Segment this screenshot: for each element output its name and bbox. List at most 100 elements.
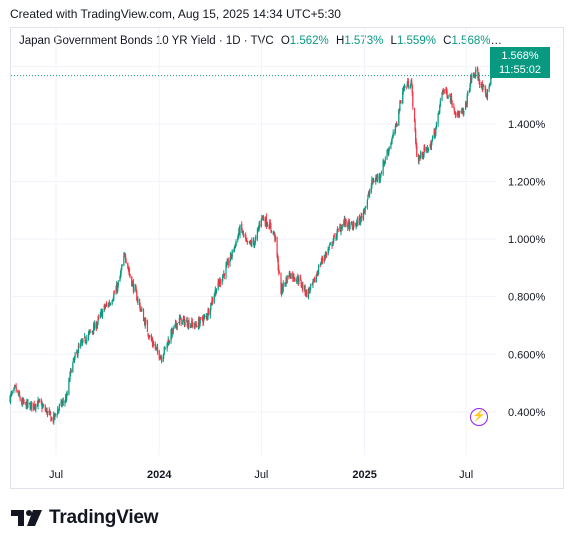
candle-body <box>251 240 253 246</box>
candle-body <box>99 314 101 318</box>
candle-body <box>274 233 276 240</box>
candle-body <box>269 221 271 225</box>
candle-body <box>190 325 192 328</box>
candle-body <box>13 386 16 388</box>
candle-body <box>257 227 260 229</box>
candle-body <box>211 298 214 302</box>
candle-body <box>105 304 107 307</box>
candle-body <box>482 85 485 87</box>
candle-body <box>100 311 103 313</box>
high-label: H <box>336 35 345 47</box>
candle-body <box>141 309 143 311</box>
candle-body <box>332 241 334 245</box>
candle-body <box>281 285 283 291</box>
candle-body <box>223 273 225 277</box>
candle-body <box>345 218 347 225</box>
candle-body <box>211 299 213 306</box>
candle-body <box>214 293 216 296</box>
candle-body <box>412 93 414 107</box>
candle-body <box>490 78 492 85</box>
candle-body <box>204 316 206 317</box>
candle-body <box>259 223 261 226</box>
candle-body <box>329 244 331 246</box>
candle-body <box>233 246 236 251</box>
candle-body <box>476 69 478 71</box>
candle-body <box>64 400 66 404</box>
candle-body <box>324 258 326 260</box>
candle-body <box>434 133 436 137</box>
open-label: O <box>280 35 290 47</box>
candle-body <box>302 284 304 290</box>
candle-body <box>131 282 133 287</box>
candle-body <box>427 147 430 151</box>
candle-body <box>472 73 475 75</box>
candle-body <box>297 276 299 282</box>
candle-body <box>328 246 330 249</box>
candle-body <box>62 400 64 403</box>
candle-body <box>482 86 484 90</box>
legend-overflow: … <box>490 35 502 47</box>
candle-body <box>443 90 445 92</box>
candle-body <box>139 299 141 305</box>
candle-body <box>371 179 373 186</box>
candle-body <box>78 346 80 347</box>
candle-body <box>307 288 310 297</box>
candle-body <box>439 101 441 106</box>
candle-body <box>61 402 63 406</box>
x-axis[interactable]: Jul 2024 Jul 2025 Jul <box>49 469 473 481</box>
candle-body <box>382 161 384 175</box>
candle-body <box>355 225 357 227</box>
candle-body <box>365 206 367 208</box>
candle-body <box>254 240 256 245</box>
candle-body <box>351 221 353 225</box>
candle-body <box>231 250 233 257</box>
candle-body <box>168 340 170 343</box>
candle-body <box>411 80 413 86</box>
candle-body <box>314 277 316 283</box>
candle-body <box>215 289 218 294</box>
candle-body <box>416 145 418 157</box>
candle-body <box>252 239 255 243</box>
candle-body <box>206 316 209 319</box>
candle-body <box>120 270 122 274</box>
candle-body <box>225 265 227 277</box>
y-tick-label: 0.400% <box>508 407 546 419</box>
candle-body <box>386 150 388 159</box>
candle-body <box>104 305 106 308</box>
candle-body <box>98 316 100 318</box>
candle-body <box>109 303 111 305</box>
candle-body <box>427 151 429 153</box>
candle-body <box>186 320 188 327</box>
candle-body <box>37 400 39 407</box>
candle-body <box>449 95 451 97</box>
candle-body <box>94 322 96 330</box>
candle-body <box>105 304 108 306</box>
candle-body <box>321 258 324 261</box>
lightning-icon[interactable]: ⚡ <box>470 408 488 426</box>
candle-body <box>111 301 113 304</box>
candle-body <box>323 257 325 261</box>
candle-body <box>430 143 432 150</box>
candle-body <box>164 348 167 349</box>
candle-body <box>58 408 60 411</box>
candle-body <box>380 174 382 177</box>
y-axis[interactable]: 1.600%1.400%1.200%1.000%0.800%0.600%0.40… <box>508 61 546 418</box>
last-price-value: 1.568% <box>501 50 539 62</box>
tradingview-brand[interactable]: TradingView <box>11 507 159 529</box>
candle-body <box>309 287 311 292</box>
candle-body <box>50 417 53 421</box>
candle-body <box>195 324 197 326</box>
candle-body <box>327 249 329 255</box>
candle-body <box>84 336 86 338</box>
candle-body <box>471 74 473 80</box>
candle-body <box>92 325 95 334</box>
candle-body <box>257 228 259 230</box>
candle-body <box>293 274 295 280</box>
candle-body <box>340 227 342 233</box>
candle-body <box>278 271 280 273</box>
candle-body <box>312 281 314 285</box>
candle-body <box>69 372 71 380</box>
candle-body <box>473 74 475 76</box>
candle-body <box>306 289 308 298</box>
